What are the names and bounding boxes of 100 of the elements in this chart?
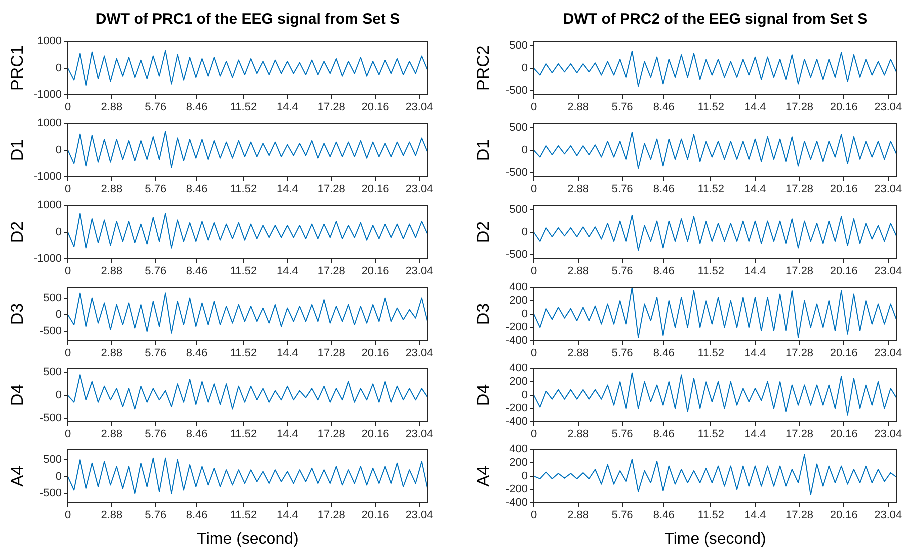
- x-tick-label: 23.04: [406, 102, 434, 114]
- x-tick-label: 20.16: [362, 428, 390, 441]
- x-tick-label: 20.16: [362, 266, 390, 278]
- x-tick-label: 8.46: [653, 184, 675, 196]
- y-axis-title: D1: [474, 139, 493, 162]
- y-tick-label: 0: [56, 144, 62, 156]
- x-tick-label: 17.28: [786, 266, 814, 278]
- y-tick-label: -1000: [34, 89, 62, 102]
- y-tick-label: 1000: [38, 200, 62, 212]
- x-tick-label: 5.76: [145, 184, 167, 196]
- y-tick-label: -500: [40, 412, 62, 424]
- y-tick-label: 0: [56, 470, 62, 483]
- y-axis-title: D4: [474, 384, 493, 406]
- y-tick-label: -200: [506, 484, 528, 496]
- x-tick-label: 2.88: [101, 348, 123, 360]
- x-tick-label: 5.76: [612, 266, 634, 278]
- y-tick-label: 400: [510, 444, 528, 456]
- y-tick-label: 0: [522, 144, 528, 157]
- y-axis-title: D1: [8, 139, 27, 162]
- x-tick-label: 0: [530, 102, 538, 114]
- x-tick-label: 11.52: [230, 266, 258, 278]
- x-tick-label: 2.88: [101, 184, 123, 196]
- chart-title: DWT of PRC2 of the EEG signal from Set S: [562, 11, 869, 28]
- x-tick-label: 5.76: [145, 428, 167, 441]
- y-tick-label: -1000: [34, 171, 62, 184]
- x-tick-label: 0: [64, 510, 72, 522]
- x-tick-label: 2.88: [101, 510, 123, 522]
- x-tick-label: 14.4: [744, 102, 766, 114]
- x-tick-label: 5.76: [612, 510, 634, 522]
- x-tick-label: 23.04: [406, 428, 434, 441]
- x-tick-label: 14.4: [744, 348, 766, 360]
- x-tick-label: 0: [530, 348, 538, 360]
- y-tick-label: -400: [506, 497, 528, 510]
- x-tick-label: 8.46: [653, 510, 675, 522]
- y-tick-label: 500: [44, 366, 62, 379]
- x-tick-label: 2.88: [568, 348, 590, 360]
- x-tick-label: 8.46: [186, 428, 208, 441]
- y-tick-label: 400: [510, 362, 528, 375]
- x-tick-label: 2.88: [568, 266, 590, 278]
- y-tick-label: -500: [40, 488, 62, 500]
- x-tick-label: 0: [530, 184, 538, 196]
- x-tick-label: 8.46: [186, 184, 208, 196]
- x-tick-label: 0: [64, 348, 72, 360]
- x-tick-label: 14.4: [276, 348, 298, 360]
- x-tick-label: 14.4: [744, 428, 766, 441]
- y-tick-label: 0: [522, 62, 528, 75]
- y-tick-label: -500: [506, 166, 528, 179]
- x-tick-label: 0: [64, 184, 72, 196]
- x-tick-label: 14.4: [744, 266, 766, 278]
- x-tick-label: 8.46: [653, 102, 675, 114]
- y-axis-title: D2: [474, 221, 493, 244]
- x-tick-label: 17.28: [318, 102, 346, 114]
- x-tick-label: 5.76: [145, 266, 167, 278]
- y-tick-label: 200: [510, 456, 528, 469]
- y-tick-label: -1000: [34, 253, 62, 266]
- x-tick-label: 14.4: [276, 428, 298, 441]
- x-tick-label: 8.46: [186, 348, 208, 360]
- y-tick-label: 400: [510, 282, 528, 294]
- y-axis-title: A4: [8, 466, 27, 487]
- x-axis-title: Time (second): [664, 531, 768, 549]
- x-tick-label: 8.46: [186, 266, 208, 278]
- y-tick-label: -500: [506, 248, 528, 261]
- x-tick-label: 11.52: [230, 428, 258, 441]
- chart-title: DWT of PRC1 of the EEG signal from Set S: [94, 11, 402, 28]
- x-tick-label: 23.04: [406, 510, 434, 522]
- x-axis-title: Time (second): [196, 531, 300, 549]
- x-tick-label: 20.16: [362, 348, 390, 360]
- y-axis-title: PRC2: [474, 46, 493, 91]
- y-tick-label: 500: [44, 454, 62, 466]
- x-tick-label: 23.04: [874, 266, 902, 278]
- x-tick-label: 5.76: [612, 184, 634, 196]
- x-tick-label: 11.52: [230, 102, 258, 114]
- y-tick-label: 0: [522, 308, 528, 320]
- x-tick-label: 0: [530, 510, 538, 522]
- y-tick-label: -500: [506, 84, 528, 97]
- x-tick-label: 5.76: [145, 510, 167, 522]
- x-tick-label: 23.04: [874, 184, 902, 196]
- y-tick-label: 0: [56, 62, 62, 74]
- x-tick-label: 17.28: [786, 184, 814, 196]
- y-tick-label: -400: [506, 416, 528, 428]
- x-tick-label: 11.52: [230, 348, 258, 360]
- y-tick-label: 1000: [38, 36, 62, 48]
- x-tick-label: 11.52: [698, 102, 725, 114]
- x-tick-label: 23.04: [406, 266, 434, 278]
- x-tick-label: 20.16: [830, 348, 858, 360]
- x-tick-label: 14.4: [276, 102, 298, 114]
- x-tick-label: 0: [64, 428, 72, 441]
- x-tick-label: 5.76: [612, 102, 634, 114]
- y-axis-title: D2: [8, 221, 27, 244]
- y-tick-label: 0: [56, 226, 62, 238]
- y-tick-label: -400: [506, 335, 528, 348]
- y-tick-label: 200: [510, 294, 528, 307]
- x-tick-label: 14.4: [276, 184, 298, 196]
- x-tick-label: 14.4: [744, 184, 766, 196]
- x-tick-label: 2.88: [568, 184, 590, 196]
- x-tick-label: 0: [64, 102, 72, 114]
- x-tick-label: 14.4: [744, 510, 766, 522]
- x-tick-label: 20.16: [830, 102, 858, 114]
- y-axis-title: D4: [8, 384, 27, 406]
- x-tick-label: 0: [530, 266, 538, 278]
